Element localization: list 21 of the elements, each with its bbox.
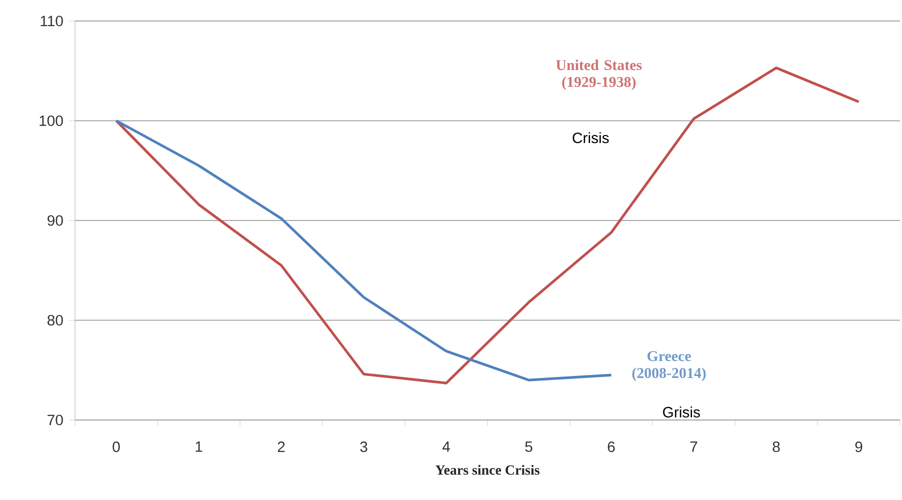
x-tick-label: 7 [690, 442, 698, 452]
y-tick-label: 80 [48, 314, 63, 326]
x-tick-label: 8 [772, 442, 780, 452]
series-label: Greece (2008-2014) [632, 351, 706, 382]
x-tick-label: 9 [855, 442, 862, 452]
y-tick-label: 100 [40, 115, 63, 126]
line-series [114, 119, 613, 382]
x-tick-label: 0 [112, 442, 120, 452]
annotation: Crisis [572, 132, 609, 144]
y-tick-label: 110 [40, 16, 63, 26]
x-tick-label: 5 [525, 442, 532, 452]
y-tick-label: 90 [48, 215, 63, 226]
text: United States (1929-1938) [556, 60, 642, 90]
x-tick-label: 4 [442, 442, 450, 452]
annotation: Grisis [663, 406, 700, 418]
x-tick-label: 3 [360, 442, 368, 452]
x-tick-label: 6 [608, 442, 615, 452]
y-tick-label: 70 [48, 414, 63, 426]
x-axis-title: Years since Crisis [435, 464, 540, 475]
x-tick-label: 2 [278, 442, 285, 452]
x-tick-label: 1 [196, 442, 202, 452]
